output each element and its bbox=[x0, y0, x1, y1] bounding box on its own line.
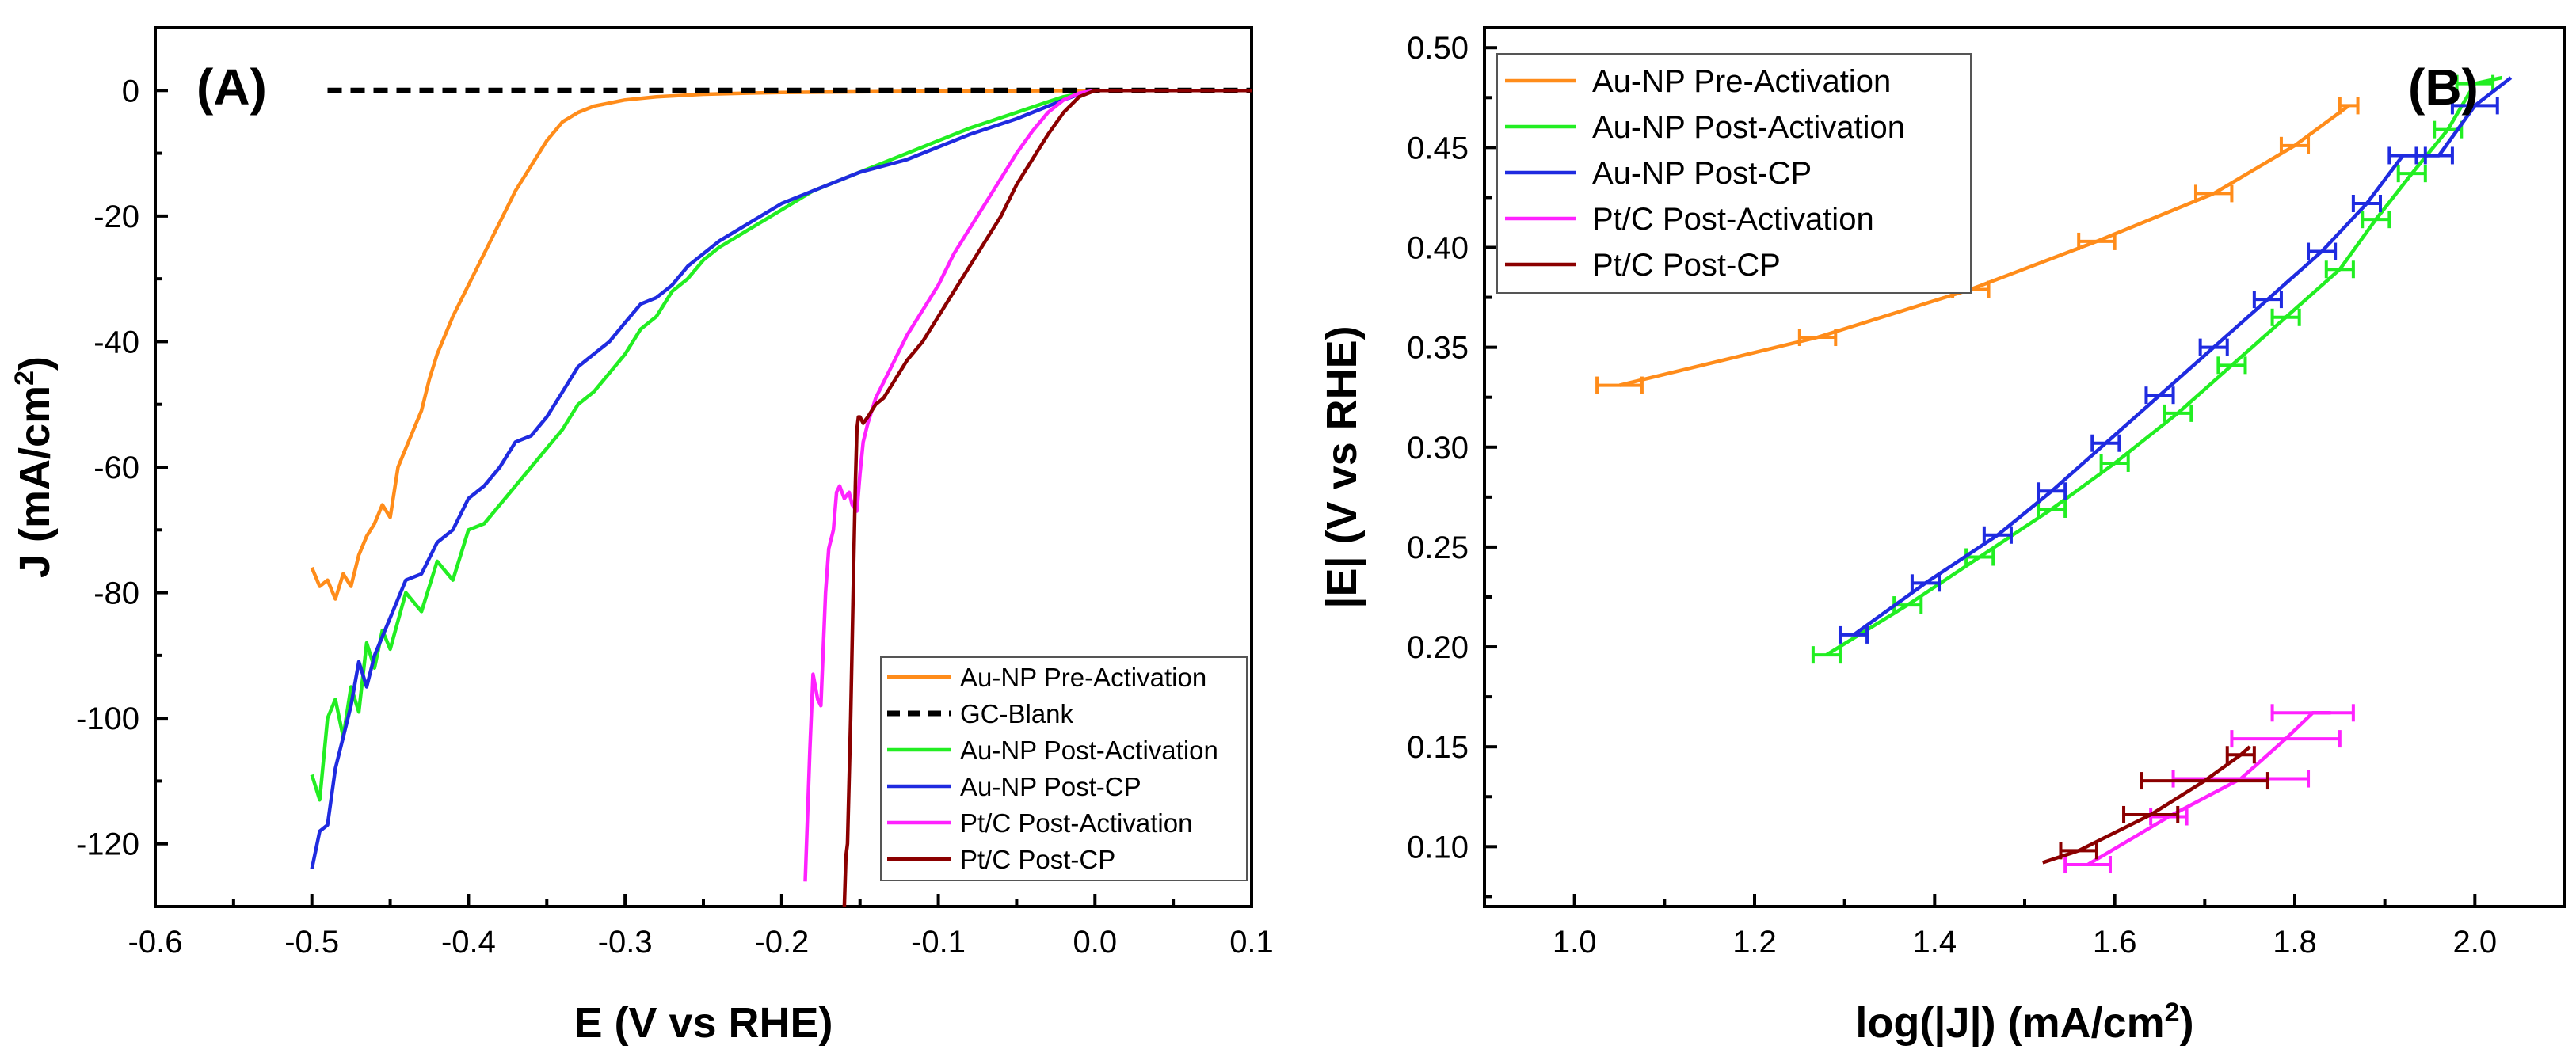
panel-b-legend-item-pt-c-post-cp: Pt/C Post-CP bbox=[1592, 248, 1781, 283]
panel-a-legend-item-au-np-post-cp: Au-NP Post-CP bbox=[960, 772, 1141, 801]
panel-b-x-axis-label: log(|J|) (mA/cm2) bbox=[1855, 998, 2193, 1047]
panel-a-x-tick-label: -0.4 bbox=[441, 925, 496, 960]
panel-b-legend-item-pt-c-post-activation: Pt/C Post-Activation bbox=[1592, 202, 1874, 237]
panel-a-legend: Au-NP Pre-Activation GC-Blank Au-NP Post-A… bbox=[880, 656, 1248, 881]
panel-b-y-tick-label: 0.35 bbox=[1407, 331, 1469, 366]
panel-b-x-tick-label: 1.0 bbox=[1553, 925, 1597, 960]
panel-b-chart: 1.0 1.2 1.4 1.6 1.8 2.0 0.10 0.15 0.20 0.25 0.30 0.… bbox=[1318, 26, 2566, 1047]
panel-b-y-tick-label: 0.25 bbox=[1407, 530, 1469, 565]
panel-a-y-tick-label: -60 bbox=[93, 451, 139, 485]
panel-b-line-pt-c-post-activation bbox=[2086, 711, 2331, 866]
panel-a-series-au-np-post-activation bbox=[310, 89, 1252, 802]
panel-b-series-au-np-pre-activation bbox=[1595, 97, 2360, 394]
panel-a-series-pt-c-post-cp bbox=[842, 89, 1252, 907]
panel-a-y-label-main: J (mA/cm bbox=[11, 386, 59, 578]
panel-b-x-tick-label: 1.4 bbox=[1913, 925, 1957, 960]
panel-a-legend-item-gc-blank: GC-Blank bbox=[960, 699, 1074, 728]
panel-a-legend-item-au-np-pre-activation: Au-NP Pre-Activation bbox=[960, 663, 1206, 692]
panel-b-y-tick-label: 0.30 bbox=[1407, 431, 1469, 466]
panel-a-x-tick-label: -0.2 bbox=[754, 925, 809, 960]
panel-a-legend-box bbox=[880, 656, 1248, 881]
panel-a-x-tick-label: -0.5 bbox=[284, 925, 339, 960]
panel-a-series-au-np-post-cp bbox=[310, 89, 1252, 869]
panel-b-x-tick-label: 2.0 bbox=[2453, 925, 2498, 960]
panel-a-legend-item-pt-c-post-cp: Pt/C Post-CP bbox=[960, 845, 1115, 874]
panel-b-x-label-main: log(|J|) (mA/cm bbox=[1855, 999, 2164, 1047]
panel-a-y-label-end: ) bbox=[11, 356, 59, 371]
panel-b-x-label-sup: 2 bbox=[2165, 998, 2180, 1028]
panel-b-line-pt-c-post-cp bbox=[2041, 745, 2251, 865]
panel-b-series-au-np-post-activation bbox=[1811, 74, 2502, 664]
panel-b-y-tick-label: 0.50 bbox=[1407, 31, 1469, 66]
panel-a-y-tick-label: -100 bbox=[76, 701, 139, 736]
panel-b-label: (B) bbox=[2408, 59, 2479, 116]
panel-b-y-tick-label: 0.15 bbox=[1407, 730, 1469, 765]
panel-b-x-tick-label: 1.8 bbox=[2273, 925, 2317, 960]
panel-b-x-tick-label: 1.2 bbox=[1732, 925, 1777, 960]
panel-a-chart: -0.6 -0.5 -0.4 -0.3 -0.2 -0.1 0.0 0.1 0 -20 -40 -60… bbox=[10, 26, 1274, 1047]
panel-b-x-label-end: ) bbox=[2180, 999, 2194, 1047]
panel-a-label: (A) bbox=[196, 59, 267, 116]
panel-b-y-tick-label: 0.40 bbox=[1407, 231, 1469, 266]
panel-a-x-tick-label: 0.1 bbox=[1229, 925, 1274, 960]
panel-b-series-pt-c-post-cp bbox=[2041, 745, 2269, 865]
panel-a-x-tick-label: -0.1 bbox=[911, 925, 966, 960]
panel-a-x-axis-label: E (V vs RHE) bbox=[574, 999, 833, 1047]
panel-a-y-label-sup: 2 bbox=[10, 371, 40, 386]
panel-a-y-tick-label: -40 bbox=[93, 325, 139, 359]
panel-a-series-au-np-pre-activation bbox=[310, 89, 1252, 601]
panel-b-y-axis-label: |E| (V vs RHE) bbox=[1318, 325, 1366, 608]
panel-a-y-tick-label: -120 bbox=[76, 827, 139, 862]
panel-a-legend-item-au-np-post-activation: Au-NP Post-Activation bbox=[960, 736, 1218, 765]
panel-b-legend: Au-NP Pre-Activation Au-NP Post-Activatio… bbox=[1496, 53, 1972, 294]
panel-b-series-pt-c-post-activation bbox=[2063, 704, 2355, 874]
panel-a-x-tick-label: -0.3 bbox=[598, 925, 653, 960]
panel-b-legend-item-au-np-post-activation: Au-NP Post-Activation bbox=[1592, 110, 1905, 145]
panel-a-x-tick-label: 0.0 bbox=[1073, 925, 1117, 960]
panel-a-legend-item-pt-c-post-activation: Pt/C Post-Activation bbox=[960, 808, 1192, 838]
panel-b-legend-item-au-np-post-cp: Au-NP Post-CP bbox=[1592, 156, 1812, 191]
panel-b-y-tick-label: 0.45 bbox=[1407, 131, 1469, 165]
panel-b-y-tick-label: 0.10 bbox=[1407, 830, 1469, 865]
panel-b-x-tick-label: 1.6 bbox=[2093, 925, 2137, 960]
panel-a-y-axis-label: J (mA/cm2) bbox=[10, 356, 59, 578]
panel-a-y-tick-label: -80 bbox=[93, 576, 139, 611]
panel-a-y-tick-label: 0 bbox=[122, 74, 139, 108]
panel-a-y-tick-label: -20 bbox=[93, 200, 139, 234]
panel-b-legend-item-au-np-pre-activation: Au-NP Pre-Activation bbox=[1592, 64, 1891, 99]
panel-b-y-tick-label: 0.20 bbox=[1407, 630, 1469, 665]
panel-b-series-au-np-post-cp bbox=[1838, 76, 2513, 644]
panel-a-x-tick-label: -0.6 bbox=[128, 925, 183, 960]
